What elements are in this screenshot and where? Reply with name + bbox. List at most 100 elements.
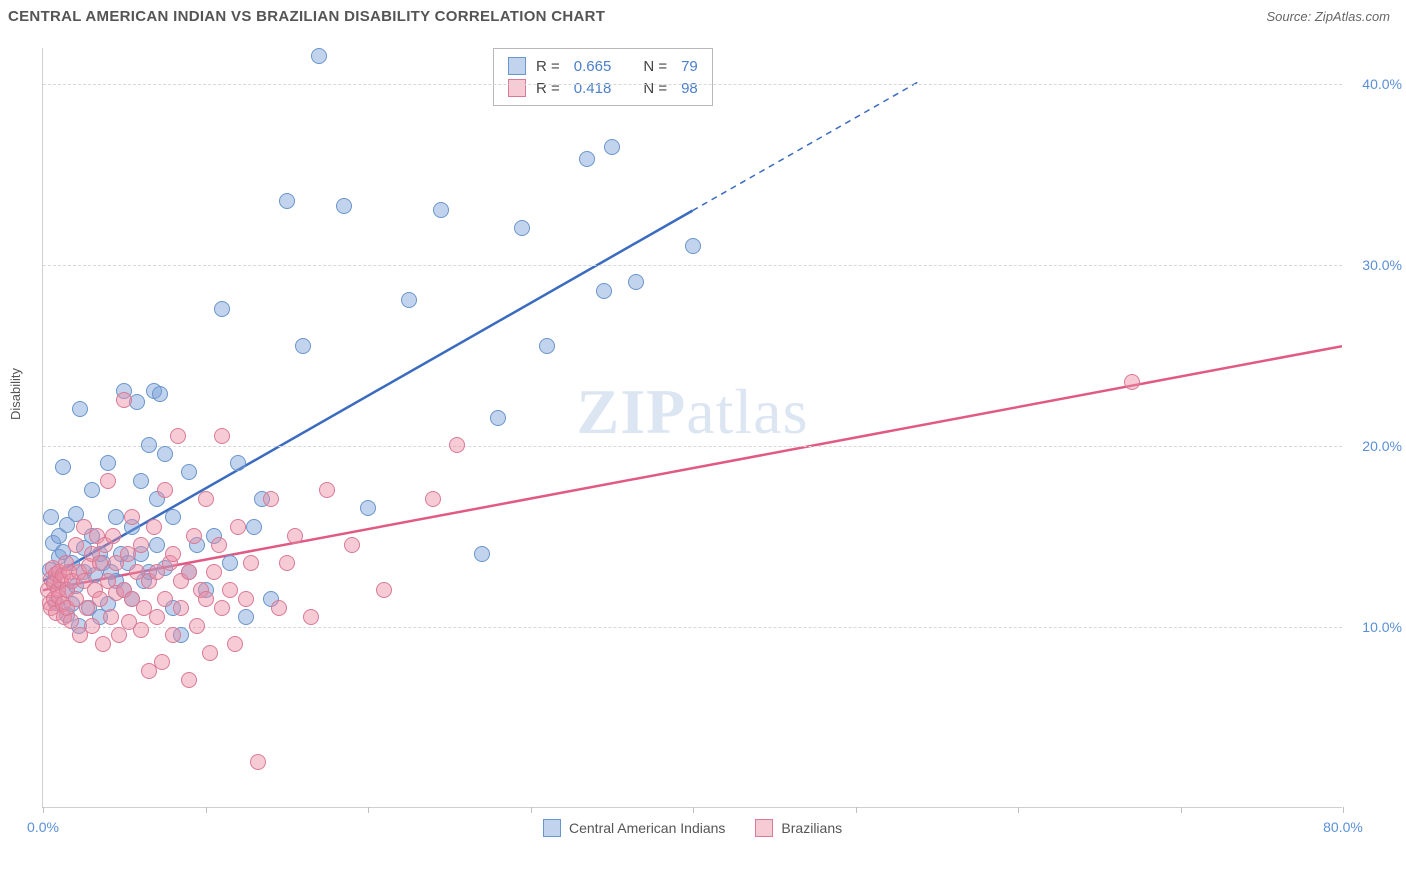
scatter-point [92,591,108,607]
scatter-point [214,428,230,444]
legend-correlation-row: R =0.418N =98 [508,77,698,99]
scatter-point [133,537,149,553]
chart-header: CENTRAL AMERICAN INDIAN VS BRAZILIAN DIS… [0,0,1406,29]
scatter-point [311,48,327,64]
scatter-point [579,151,595,167]
scatter-point [211,537,227,553]
scatter-point [133,622,149,638]
legend-swatch [508,79,526,97]
legend-series-item: Brazilians [755,819,842,837]
scatter-point [433,202,449,218]
x-tick [1018,807,1019,813]
scatter-point [116,392,132,408]
scatter-point [250,754,266,770]
x-tick-label: 80.0% [1323,819,1363,835]
scatter-point [154,654,170,670]
scatter-point [222,555,238,571]
scatter-point [490,410,506,426]
y-axis-label: Disability [8,368,23,420]
gridline [43,446,1342,447]
y-tick-label: 20.0% [1362,438,1402,454]
legend-swatch [508,57,526,75]
scatter-point [157,482,173,498]
scatter-point [360,500,376,516]
x-tick [531,807,532,813]
legend-swatch [543,819,561,837]
scatter-point [303,609,319,625]
scatter-point [227,636,243,652]
scatter-point [84,482,100,498]
scatter-point [596,283,612,299]
scatter-point [202,645,218,661]
watermark-light: atlas [686,376,808,447]
scatter-point [206,564,222,580]
x-tick [1343,807,1344,813]
trend-lines-svg [43,48,1342,807]
scatter-point [103,609,119,625]
legend-swatch [755,819,773,837]
scatter-point [243,555,259,571]
gridline [43,84,1342,85]
scatter-point [181,464,197,480]
scatter-point [263,491,279,507]
gridline [43,627,1342,628]
scatter-point [336,198,352,214]
y-tick-label: 30.0% [1362,257,1402,273]
scatter-point [157,591,173,607]
scatter-point [685,238,701,254]
legend-n-value: 79 [681,58,698,75]
scatter-point [628,274,644,290]
chart-source: Source: ZipAtlas.com [1266,9,1390,24]
scatter-point [214,600,230,616]
legend-series-label: Central American Indians [569,820,725,836]
scatter-point [514,220,530,236]
scatter-point [152,386,168,402]
scatter-point [146,519,162,535]
scatter-point [100,473,116,489]
x-tick-label: 0.0% [27,819,59,835]
scatter-point [279,193,295,209]
legend-series-label: Brazilians [781,820,842,836]
y-tick-label: 40.0% [1362,76,1402,92]
legend-series-item: Central American Indians [543,819,725,837]
y-tick-label: 10.0% [1362,619,1402,635]
legend-r-value: 0.418 [574,80,612,97]
scatter-point [344,537,360,553]
scatter-point [149,609,165,625]
scatter-point [189,618,205,634]
scatter-point [449,437,465,453]
scatter-point [100,455,116,471]
legend-n-label: N = [643,58,667,75]
series-legend: Central American Indians Brazilians [543,819,842,837]
scatter-point [181,564,197,580]
scatter-point [165,627,181,643]
scatter-point [474,546,490,562]
scatter-point [376,582,392,598]
scatter-point [181,672,197,688]
x-tick [1181,807,1182,813]
scatter-point [170,428,186,444]
scatter-point [63,613,79,629]
scatter-point [271,600,287,616]
scatter-point [92,555,108,571]
scatter-point [141,437,157,453]
scatter-point [84,618,100,634]
chart-plot-area: ZIPatlas R =0.665N =79R =0.418N =98 Cent… [42,48,1342,808]
x-tick [693,807,694,813]
scatter-point [222,582,238,598]
scatter-point [230,455,246,471]
scatter-point [133,473,149,489]
scatter-point [319,482,335,498]
legend-r-label: R = [536,58,560,75]
scatter-point [157,446,173,462]
x-tick [856,807,857,813]
scatter-point [238,591,254,607]
scatter-point [124,509,140,525]
scatter-point [68,537,84,553]
chart-title: CENTRAL AMERICAN INDIAN VS BRAZILIAN DIS… [8,8,605,25]
scatter-point [186,528,202,544]
legend-n-label: N = [643,80,667,97]
scatter-point [165,509,181,525]
legend-correlation-row: R =0.665N =79 [508,55,698,77]
scatter-point [149,537,165,553]
